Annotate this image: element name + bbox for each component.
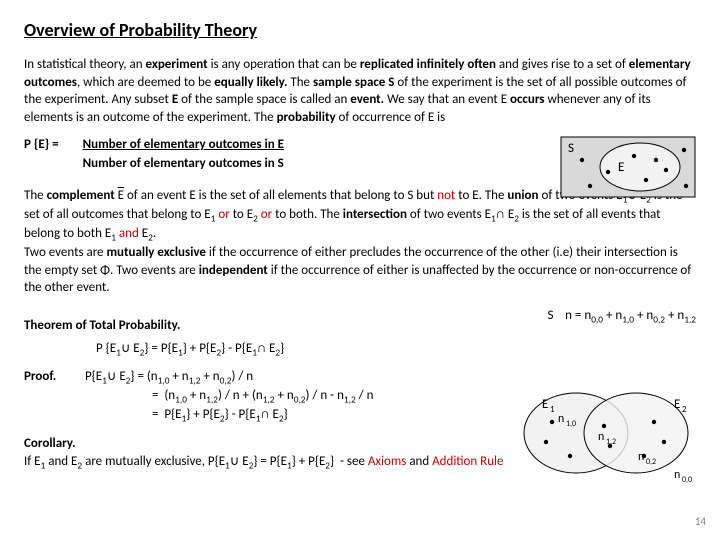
proof-line-1: P{E1∪ E2} = (n1,0 + n1,2 + n0,2) / n bbox=[85, 369, 253, 384]
formula-lhs: P {E} = bbox=[24, 136, 59, 154]
theorem-S-line: S n = n0,0 + n1,0 + n0,2 + n1,2 bbox=[547, 307, 696, 326]
formula-rhs: Number of elementary outcomes in E Numbe… bbox=[83, 136, 284, 172]
fraction-denominator: Number of elementary outcomes in S bbox=[83, 156, 284, 171]
theorem-row: Theorem of Total Probability. S n = n0,0… bbox=[24, 307, 696, 335]
text: , which are deemed to be bbox=[77, 75, 214, 90]
text: and bbox=[406, 454, 432, 469]
page-title: Overview of Probability Theory bbox=[24, 18, 696, 42]
text: E bbox=[505, 207, 514, 222]
svg-text:0,2: 0,2 bbox=[646, 457, 656, 467]
text: In statistical theory, an bbox=[24, 57, 146, 72]
text: of occurrence of E is bbox=[339, 110, 446, 125]
theorem-title: Theorem of Total Probability. bbox=[24, 317, 180, 335]
term-experiment: experiment bbox=[146, 57, 211, 72]
accent-or: or bbox=[218, 207, 229, 222]
proof-line-2: = (n1,0 + n1,2) / n + (n1,2 + n0,2) / n … bbox=[152, 388, 373, 403]
svg-text:1,0: 1,0 bbox=[566, 419, 576, 429]
accent-not: not bbox=[437, 188, 455, 203]
svg-text:2: 2 bbox=[682, 404, 687, 415]
text: . bbox=[153, 226, 156, 241]
svg-text:n: n bbox=[558, 412, 564, 426]
text: to E. The bbox=[455, 188, 507, 203]
svg-text:E: E bbox=[542, 397, 548, 412]
svg-text:n: n bbox=[598, 430, 604, 444]
text: of the sample space is called an bbox=[181, 92, 350, 107]
text: The bbox=[290, 75, 313, 90]
term-intersection: intersection bbox=[343, 207, 407, 222]
svg-text:n: n bbox=[638, 450, 644, 464]
label-S: S bbox=[568, 141, 574, 156]
svg-text:1: 1 bbox=[550, 404, 555, 415]
term-probability: probability bbox=[277, 110, 339, 125]
svg-text:0,0: 0,0 bbox=[682, 475, 692, 485]
probability-formula: P {E} = Number of elementary outcomes in… bbox=[24, 136, 696, 172]
text: to both. The bbox=[272, 207, 343, 222]
text: of an event E is the set of all elements… bbox=[124, 188, 437, 203]
term-event: event. bbox=[350, 92, 387, 107]
proof-label: Proof. bbox=[24, 368, 82, 386]
svg-text:n: n bbox=[674, 468, 680, 482]
definitions-paragraph: The complement E of an event E is the se… bbox=[24, 187, 696, 297]
term-independent: independent bbox=[199, 263, 268, 278]
corollary-label: Corollary. bbox=[24, 436, 76, 451]
link-axioms: Axioms bbox=[368, 454, 406, 469]
text: We say that an event E bbox=[387, 92, 510, 107]
link-addition-rule: Addition Rule bbox=[432, 454, 503, 469]
accent-or: or bbox=[261, 207, 272, 222]
page-number: 14 bbox=[695, 515, 706, 530]
text: is any operation that can be bbox=[211, 57, 360, 72]
term-union: union bbox=[507, 188, 538, 203]
venn-diagram-double: E1 E2 n1,0 n1,2 n0,2 n0,0 bbox=[504, 378, 714, 488]
term-sample-space: sample space S bbox=[313, 75, 397, 90]
svg-text:E: E bbox=[674, 397, 680, 412]
text: The bbox=[24, 188, 47, 203]
term-E: E bbox=[172, 92, 181, 107]
term-equally-likely: equally likely. bbox=[214, 75, 290, 90]
label-E: E bbox=[618, 160, 624, 175]
term-mutex: mutually exclusive bbox=[106, 245, 206, 260]
term-occurs: occurs bbox=[510, 92, 547, 107]
intro-paragraph: In statistical theory, an experiment is … bbox=[24, 56, 696, 126]
text: to E bbox=[230, 207, 253, 222]
corollary-text: If E1 and E2 are mutually exclusive, P{E… bbox=[24, 454, 368, 469]
theorem-equation: P {E1∪ E2} = P{E1} + P{E2} - P{E1∩ E2} bbox=[96, 340, 696, 359]
sub: 1 bbox=[111, 232, 116, 244]
term-complement: complement bbox=[47, 188, 118, 203]
term-replicated: replicated infinitely often bbox=[360, 57, 499, 72]
text: and gives rise to a set of bbox=[499, 57, 629, 72]
fraction-numerator: Number of elementary outcomes in E bbox=[83, 136, 284, 155]
text: E bbox=[139, 226, 148, 241]
text: of two events E bbox=[407, 207, 491, 222]
venn-diagram-single: S E bbox=[560, 136, 696, 198]
op-cap: ∩ bbox=[496, 207, 505, 222]
text: Two events are bbox=[24, 245, 106, 260]
proof-line-3: = P{E1} + P{E2} - P{E1∩ E2} bbox=[152, 407, 288, 422]
svg-text:1,2: 1,2 bbox=[606, 437, 616, 447]
accent-and: and bbox=[119, 226, 139, 241]
